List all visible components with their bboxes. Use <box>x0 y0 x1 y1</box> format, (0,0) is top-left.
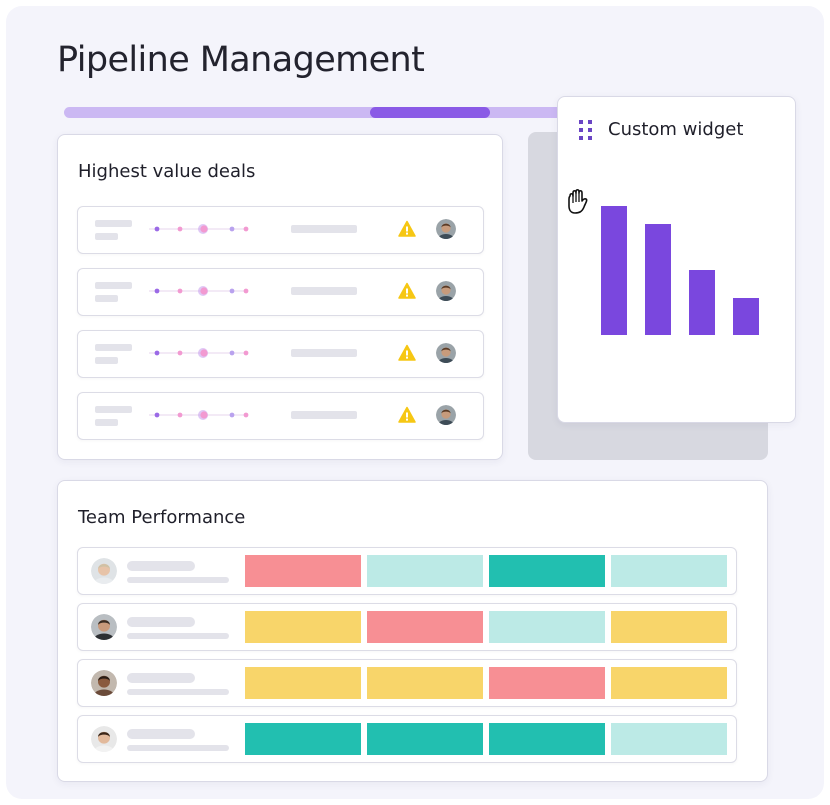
avatar-man-dark <box>91 670 117 696</box>
performance-cell[interactable] <box>489 611 605 643</box>
avatar-woman-blonde <box>91 558 117 584</box>
avatar-man-brown-hair[interactable] <box>436 281 456 301</box>
avatar-man-brown-hair[interactable] <box>436 405 456 425</box>
performance-cell[interactable] <box>367 555 483 587</box>
member-name-placeholder <box>127 617 195 627</box>
warning-icon[interactable] <box>398 406 416 424</box>
deals-card-title: Highest value deals <box>78 161 256 182</box>
deal-value-placeholder <box>291 287 357 295</box>
member-role-placeholder <box>127 745 229 751</box>
team-member-row[interactable] <box>77 547 737 595</box>
warning-icon[interactable] <box>398 282 416 300</box>
team-member-row[interactable] <box>77 659 737 707</box>
deal-stage-progress <box>149 286 249 296</box>
deal-stage-progress <box>149 348 249 358</box>
deal-value-placeholder <box>291 225 357 233</box>
deal-name-placeholder <box>95 282 132 289</box>
deal-row[interactable] <box>77 268 484 316</box>
grip-dots-icon[interactable] <box>578 119 596 143</box>
deal-name-placeholder <box>95 220 132 227</box>
deal-stage-progress <box>149 224 249 234</box>
deal-company-placeholder <box>95 357 118 364</box>
grab-hand-icon <box>568 188 588 214</box>
performance-cell[interactable] <box>367 611 483 643</box>
widget-title: Custom widget <box>608 119 744 140</box>
team-card-title: Team Performance <box>78 507 246 528</box>
performance-cell[interactable] <box>245 555 361 587</box>
performance-cell[interactable] <box>611 667 727 699</box>
page-title: Pipeline Management <box>57 40 425 80</box>
performance-cell[interactable] <box>489 667 605 699</box>
team-member-row[interactable] <box>77 715 737 763</box>
custom-widget-card[interactable]: Custom widget <box>557 96 796 423</box>
warning-icon[interactable] <box>398 344 416 362</box>
performance-cell[interactable] <box>611 723 727 755</box>
scrollbar-thumb[interactable] <box>370 107 490 118</box>
member-role-placeholder <box>127 689 229 695</box>
chart-bar <box>689 270 715 335</box>
member-role-placeholder <box>127 633 229 639</box>
team-performance-card: Team Performance <box>57 480 768 782</box>
deal-value-placeholder <box>291 349 357 357</box>
chart-bar <box>733 298 759 335</box>
deal-row[interactable] <box>77 330 484 378</box>
deal-company-placeholder <box>95 295 118 302</box>
member-name-placeholder <box>127 673 195 683</box>
performance-cell[interactable] <box>245 723 361 755</box>
chart-bar <box>645 224 671 335</box>
performance-cell[interactable] <box>367 667 483 699</box>
deal-stage-progress <box>149 410 249 420</box>
deal-company-placeholder <box>95 233 118 240</box>
avatar-man-brown-hair[interactable] <box>436 219 456 239</box>
performance-cell[interactable] <box>245 667 361 699</box>
highest-value-deals-card: Highest value deals <box>57 134 503 460</box>
deal-company-placeholder <box>95 419 118 426</box>
team-member-row[interactable] <box>77 603 737 651</box>
deal-value-placeholder <box>291 411 357 419</box>
avatar-man-beard <box>91 614 117 640</box>
performance-cell[interactable] <box>367 723 483 755</box>
avatar-woman-dark-hair <box>91 726 117 752</box>
member-name-placeholder <box>127 729 195 739</box>
performance-cell[interactable] <box>489 555 605 587</box>
chart-bar <box>601 206 627 335</box>
member-name-placeholder <box>127 561 195 571</box>
performance-cell[interactable] <box>611 611 727 643</box>
member-role-placeholder <box>127 577 229 583</box>
warning-icon[interactable] <box>398 220 416 238</box>
performance-cell[interactable] <box>245 611 361 643</box>
performance-cell[interactable] <box>611 555 727 587</box>
deal-row[interactable] <box>77 392 484 440</box>
avatar-man-brown-hair[interactable] <box>436 343 456 363</box>
deal-name-placeholder <box>95 406 132 413</box>
horizontal-scrollbar[interactable] <box>64 107 584 118</box>
performance-cell[interactable] <box>489 723 605 755</box>
deal-name-placeholder <box>95 344 132 351</box>
deal-row[interactable] <box>77 206 484 254</box>
